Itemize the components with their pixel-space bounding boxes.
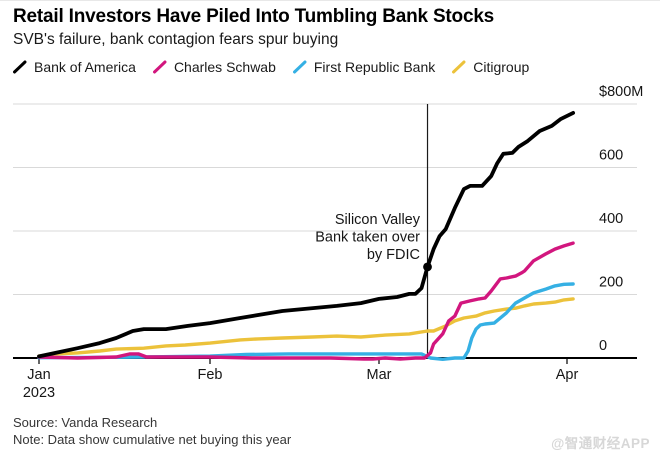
- x-tick-label: Feb: [198, 367, 223, 383]
- page-title: Retail Investors Have Piled Into Tumblin…: [13, 6, 495, 27]
- page-subtitle: SVB's failure, bank contagion fears spur…: [13, 31, 339, 48]
- data-note: Note: Data show cumulative net buying th…: [13, 432, 292, 447]
- legend-item-bank-of-america: Bank of America: [13, 59, 136, 75]
- series-line-bank-of-america: [37, 111, 575, 359]
- legend-item-charles-schwab: Charles Schwab: [152, 59, 276, 75]
- event-marker-dot: [423, 262, 432, 272]
- legend-label: First Republic Bank: [313, 59, 436, 75]
- y-tick-label: 200: [599, 275, 623, 291]
- x-axis-year-label: 2023: [23, 385, 55, 401]
- annotation-line: Bank taken over: [315, 230, 420, 246]
- legend-item-first-republic-bank: First Republic Bank: [292, 59, 436, 75]
- legend-item-citigroup: Citigroup: [452, 59, 529, 75]
- line-swatch-icon: [292, 60, 307, 74]
- y-tick-label: 600: [599, 148, 623, 164]
- y-tick-label: 400: [599, 211, 623, 227]
- legend: Bank of America Charles Schwab First Rep…: [13, 59, 529, 75]
- axis-labels: $800M 600 400 200 0 Jan 2023 Feb Mar Apr: [23, 84, 643, 401]
- line-swatch-icon: [152, 60, 167, 74]
- series-line-first-republic-bank: [37, 282, 575, 361]
- annotation: Silicon Valley Bank taken over by FDIC: [315, 212, 421, 263]
- series-line-charles-schwab: [37, 241, 575, 361]
- x-tick-label: Jan: [27, 367, 50, 383]
- annotation-line: by FDIC: [367, 247, 420, 263]
- x-tick-label: Apr: [556, 367, 579, 383]
- source-note: Source: Vanda Research: [13, 415, 158, 430]
- legend-label: Charles Schwab: [173, 59, 276, 75]
- y-tick-label: 0: [599, 338, 607, 354]
- legend-marker: [152, 60, 167, 74]
- watermark: @智通财经APP: [551, 436, 650, 451]
- legend-marker: [292, 60, 307, 74]
- line-swatch-icon: [13, 60, 27, 74]
- x-tick-label: Mar: [367, 367, 392, 383]
- legend-marker: [13, 60, 27, 74]
- line-swatch-icon: [452, 60, 466, 74]
- legend-label: Citigroup: [473, 59, 530, 75]
- annotation-line: Silicon Valley: [335, 212, 421, 228]
- y-tick-label: $800M: [599, 84, 643, 100]
- legend-label: Bank of America: [34, 59, 136, 75]
- series-lines: [37, 111, 575, 361]
- footer: Source: Vanda Research Note: Data show c…: [13, 414, 291, 448]
- legend-marker: [452, 60, 466, 74]
- series-line-citigroup: [37, 297, 575, 358]
